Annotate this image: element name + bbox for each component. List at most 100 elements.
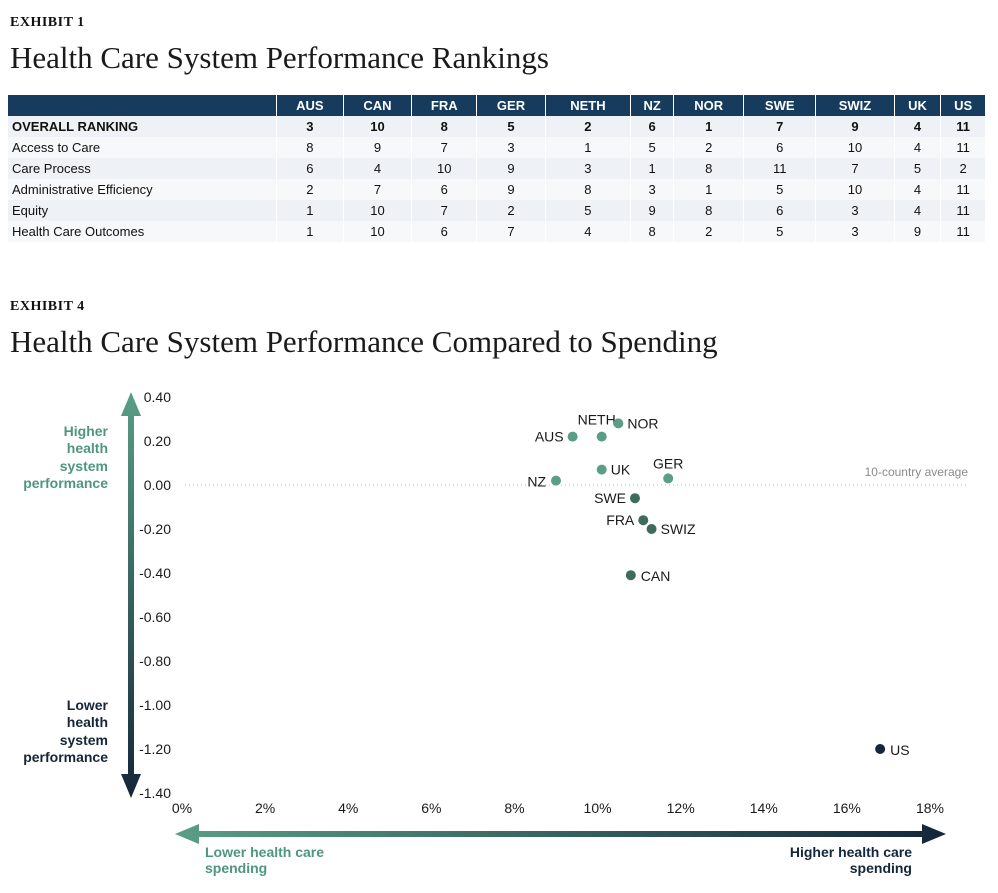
x-tick-label: 16% bbox=[833, 800, 861, 816]
average-label: 10-country average bbox=[865, 465, 969, 479]
col-header: NZ bbox=[630, 95, 675, 116]
x-tick-label: 8% bbox=[504, 800, 524, 816]
col-header: AUS bbox=[276, 95, 344, 116]
table-cell: 11 bbox=[940, 116, 986, 137]
table-cell: 4 bbox=[343, 158, 413, 179]
x-low-label: Lower health care spending bbox=[205, 844, 324, 876]
data-point-swe bbox=[629, 493, 640, 504]
table-cell: 11 bbox=[940, 137, 986, 158]
row-label: Access to Care bbox=[8, 137, 277, 158]
vertical-gradient-arrow bbox=[121, 392, 141, 798]
x-tick-label: 18% bbox=[916, 800, 944, 816]
x-tick-label: 14% bbox=[750, 800, 778, 816]
rankings-table: AUS CAN FRA GER NETH NZ NOR SWE SWIZ UK … bbox=[8, 95, 986, 242]
table-cell: 1 bbox=[630, 158, 675, 179]
point-label-swiz: SWIZ bbox=[661, 521, 696, 537]
table-cell: 3 bbox=[815, 221, 895, 242]
point-label-aus: AUS bbox=[535, 429, 564, 445]
table-cell: 1 bbox=[276, 221, 344, 242]
table-row: Health Care Outcomes 1 10 6 7 4 8 2 5 3 9 11 bbox=[8, 221, 986, 242]
table-row: Care Process 6 4 10 9 3 1 8 11 7 5 2 bbox=[8, 158, 986, 179]
table-cell: 3 bbox=[545, 158, 632, 179]
y-tick-label: 0.20 bbox=[144, 433, 171, 449]
y-high-label-line: health bbox=[67, 440, 108, 456]
col-header: SWIZ bbox=[815, 95, 895, 116]
table-cell: 5 bbox=[894, 158, 942, 179]
x-high-label-line: spending bbox=[850, 860, 912, 876]
table-cell: 9 bbox=[894, 221, 942, 242]
col-header: SWE bbox=[743, 95, 817, 116]
col-header: GER bbox=[476, 95, 546, 116]
table-cell: 10 bbox=[343, 116, 413, 137]
row-label: Care Process bbox=[8, 158, 277, 179]
table-cell: 9 bbox=[476, 158, 546, 179]
table-cell: 5 bbox=[743, 221, 817, 242]
table-cell: 11 bbox=[940, 200, 986, 221]
data-point-neth bbox=[596, 431, 607, 442]
x-tick-label: 6% bbox=[421, 800, 441, 816]
table-cell: 9 bbox=[630, 200, 675, 221]
table-cell: 2 bbox=[673, 137, 745, 158]
y-tick-label: -0.40 bbox=[139, 565, 171, 581]
horizontal-gradient-arrow bbox=[175, 824, 946, 844]
table-cell: 2 bbox=[940, 158, 986, 179]
x-tick-label: 0% bbox=[172, 800, 192, 816]
header-blank bbox=[8, 95, 277, 116]
table-cell: 7 bbox=[411, 200, 478, 221]
x-tick-label: 4% bbox=[338, 800, 358, 816]
x-tick-label: 10% bbox=[584, 800, 612, 816]
table-cell: 11 bbox=[940, 221, 986, 242]
y-low-label-line: performance bbox=[23, 749, 108, 765]
row-label: OVERALL RANKING bbox=[8, 116, 277, 137]
col-header: FRA bbox=[411, 95, 478, 116]
x-tick-label: 2% bbox=[255, 800, 275, 816]
x-low-label-line: spending bbox=[205, 860, 267, 876]
data-point-uk bbox=[596, 464, 607, 475]
table-cell: 3 bbox=[276, 116, 344, 137]
col-header: CAN bbox=[343, 95, 413, 116]
y-low-label-line: system bbox=[60, 732, 108, 748]
table-cell: 10 bbox=[343, 200, 413, 221]
table-cell: 9 bbox=[815, 116, 895, 137]
col-header: US bbox=[940, 95, 986, 116]
point-label-ger: GER bbox=[653, 455, 683, 471]
y-tick-label: 0.40 bbox=[144, 389, 171, 405]
point-label-nor: NOR bbox=[627, 415, 658, 431]
table-cell: 2 bbox=[476, 200, 546, 221]
row-label: Health Care Outcomes bbox=[8, 221, 277, 242]
table-cell: 8 bbox=[545, 179, 632, 200]
y-tick-label: -1.20 bbox=[139, 741, 171, 757]
table-cell: 3 bbox=[630, 179, 675, 200]
table-cell: 5 bbox=[476, 116, 546, 137]
table-row: Administrative Efficiency 2 7 6 9 8 3 1 5 10 4 11 bbox=[8, 179, 986, 200]
x-high-label: Higher health care spending bbox=[790, 844, 912, 876]
point-label-swe: SWE bbox=[594, 490, 626, 506]
data-point-nz bbox=[551, 475, 561, 486]
data-point-nor bbox=[613, 418, 624, 429]
table-cell: 7 bbox=[743, 116, 817, 137]
table-cell: 8 bbox=[411, 116, 478, 137]
table-cell: 7 bbox=[815, 158, 895, 179]
point-label-fra: FRA bbox=[606, 512, 635, 528]
table-cell: 10 bbox=[815, 179, 895, 200]
col-header: NOR bbox=[673, 95, 745, 116]
point-label-uk: UK bbox=[611, 462, 631, 478]
y-tick-label: -0.60 bbox=[139, 609, 171, 625]
table-cell: 8 bbox=[673, 200, 745, 221]
row-label: Administrative Efficiency bbox=[8, 179, 277, 200]
data-point-swiz bbox=[646, 524, 657, 534]
exhibit-4-label: EXHIBIT 4 bbox=[10, 299, 85, 314]
table-cell: 7 bbox=[476, 221, 546, 242]
y-low-label-line: health bbox=[67, 714, 108, 730]
table-header-row: AUS CAN FRA GER NETH NZ NOR SWE SWIZ UK … bbox=[8, 95, 986, 116]
table-cell: 2 bbox=[545, 116, 632, 137]
point-label-nz: NZ bbox=[527, 474, 546, 490]
table-cell: 4 bbox=[894, 116, 942, 137]
y-high-label-line: performance bbox=[23, 475, 108, 491]
exhibit-1-label: EXHIBIT 1 bbox=[10, 15, 85, 30]
table-cell: 9 bbox=[476, 179, 546, 200]
table-cell: 7 bbox=[343, 179, 413, 200]
table-cell: 2 bbox=[276, 179, 344, 200]
table-cell: 1 bbox=[545, 137, 632, 158]
y-tick-label: 0.00 bbox=[144, 477, 171, 493]
